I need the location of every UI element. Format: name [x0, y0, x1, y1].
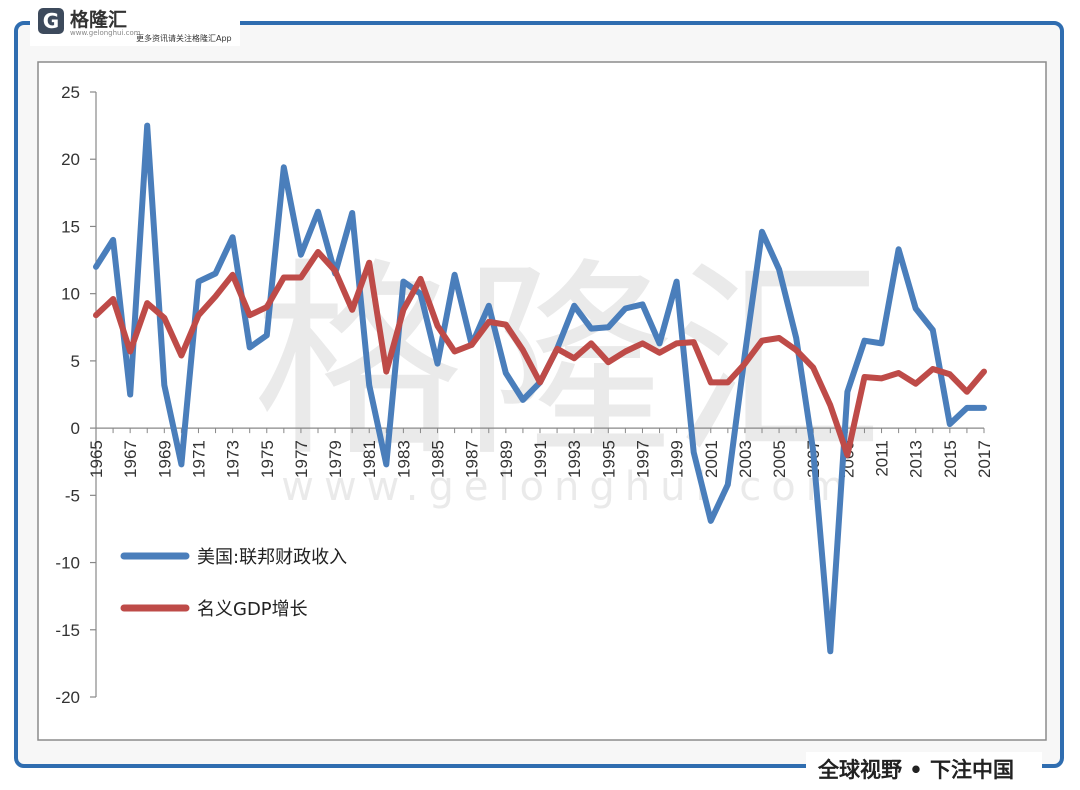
- y-tick-label: 0: [71, 419, 80, 438]
- x-tick-label: 2003: [736, 440, 755, 478]
- x-tick-label: 1991: [531, 440, 550, 478]
- legend-label-2: 名义GDP增长: [197, 599, 308, 620]
- x-tick-label: 1999: [668, 440, 687, 478]
- x-tick-label: 1985: [429, 440, 448, 478]
- x-tick-label: 1995: [599, 440, 618, 478]
- x-tick-label: 1965: [87, 440, 106, 478]
- logo-tagline: 更多资讯请关注格隆汇App: [136, 34, 232, 43]
- x-tick-label: 1993: [565, 440, 584, 478]
- x-tick-label: 2013: [907, 440, 926, 478]
- logo-g-icon: G: [38, 8, 64, 34]
- x-tick-label: 1987: [463, 440, 482, 478]
- y-tick-label: -10: [55, 554, 80, 573]
- x-tick-label: 2005: [770, 440, 789, 478]
- x-tick-label: 1977: [292, 440, 311, 478]
- plot-panel: [37, 61, 1047, 741]
- x-tick-label: 1983: [394, 440, 413, 478]
- watermark-url: www.gelonghui.com: [281, 464, 854, 510]
- logo-url: www.gelonghui.com: [70, 29, 141, 37]
- legend-label-1: 美国:联邦财政收入: [197, 547, 347, 568]
- y-tick-label: 25: [61, 83, 80, 102]
- logo: G 格隆汇 www.gelonghui.com 更多资讯请关注格隆汇App: [30, 2, 240, 46]
- y-tick-label: 20: [61, 150, 80, 169]
- x-tick-label: 1973: [224, 440, 243, 478]
- y-tick-label: -20: [55, 688, 80, 707]
- x-tick-label: 1975: [258, 440, 277, 478]
- x-axis: 1965 1967 1969 1971 1973 1975 1977 1979 1981 1983…: [87, 427, 994, 478]
- y-tick-label: 5: [71, 352, 80, 371]
- y-tick-label: -15: [55, 621, 80, 640]
- x-tick-label: 2017: [975, 440, 994, 478]
- x-tick-label: 1979: [326, 440, 345, 478]
- x-tick-label: 1989: [497, 440, 516, 478]
- logo-name: 格隆汇: [70, 9, 128, 31]
- x-tick-label: 1997: [633, 440, 652, 478]
- slogan-text: 全球视野 • 下注中国: [818, 758, 1015, 782]
- y-tick-label: 15: [61, 217, 80, 236]
- y-axis: 25 20 15 10 5 0 -5 -10 -15 -20: [55, 83, 97, 707]
- x-tick-label: 1971: [189, 440, 208, 478]
- x-tick-label: 1981: [360, 440, 379, 478]
- x-tick-label: 2011: [873, 440, 892, 477]
- x-tick-label: 2015: [941, 440, 960, 478]
- x-tick-label: 2001: [702, 440, 721, 478]
- series-layer: [93, 122, 987, 655]
- series-line-2: [93, 249, 987, 458]
- x-tick-label: 1967: [121, 440, 140, 478]
- y-tick-label: 10: [61, 285, 80, 304]
- slogan-box: 全球视野 • 下注中国: [806, 752, 1042, 782]
- x-tick-label: 1969: [155, 440, 174, 478]
- y-tick-label: -5: [65, 486, 80, 505]
